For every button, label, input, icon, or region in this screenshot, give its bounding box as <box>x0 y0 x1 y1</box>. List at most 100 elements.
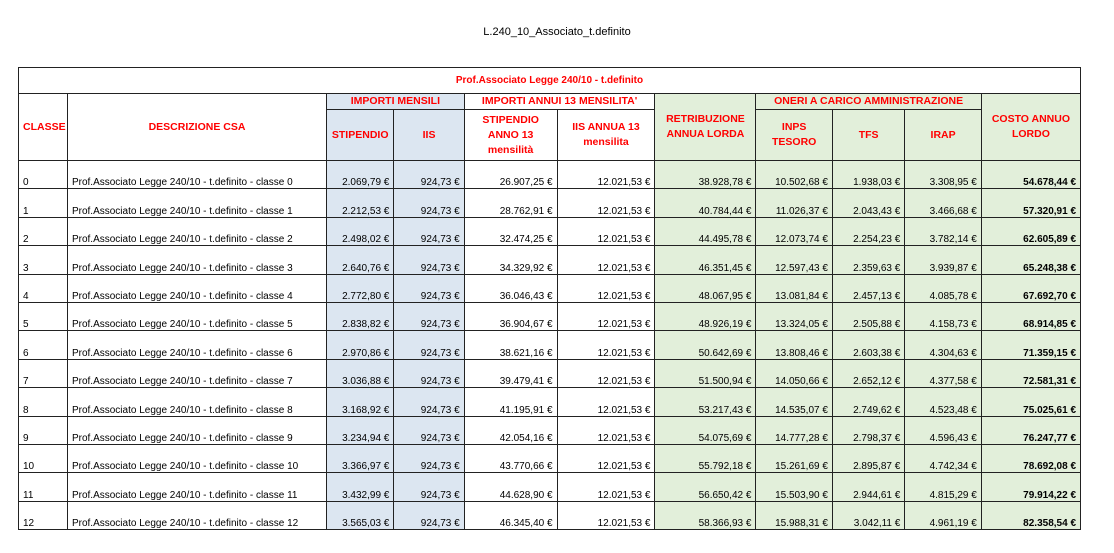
cell-inps: 10.502,68 € <box>755 159 833 190</box>
cell-classe: 12 <box>18 500 68 531</box>
document-title: L.240_10_Associato_t.definito <box>483 26 631 38</box>
cell-iis: 924,73 € <box>393 245 465 275</box>
cell-irap: 4.742,34 € <box>904 443 982 474</box>
cell-irap: 4.961,19 € <box>904 500 982 531</box>
table-row: 0 Prof.Associato Legge 240/10 - t.definit… <box>18 159 1082 190</box>
cell-stipendio-annuo: 38.621,16 € <box>463 330 558 360</box>
header-iis-annua: IIS ANNUA 13 mensilita <box>556 109 656 161</box>
cell-costo: 57.320,91 € <box>980 188 1082 218</box>
cell-iis: 924,73 € <box>393 500 465 531</box>
cell-retribuzione: 51.500,94 € <box>654 358 757 389</box>
cell-retribuzione: 56.650,42 € <box>654 472 757 502</box>
table-row: 1 Prof.Associato Legge 240/10 - t.definit… <box>18 188 1082 218</box>
cell-irap: 4.085,78 € <box>904 273 982 303</box>
cell-irap: 3.782,14 € <box>904 216 982 247</box>
cell-stipendio: 2.212,53 € <box>326 188 395 218</box>
cell-retribuzione: 38.928,78 € <box>654 159 757 190</box>
cell-inps: 14.050,66 € <box>755 358 833 389</box>
cell-descrizione: Prof.Associato Legge 240/10 - t.definito… <box>66 358 328 389</box>
cell-iis: 924,73 € <box>393 216 465 247</box>
header-stipendio-annuo: STIPENDIO ANNO 13 mensilità <box>463 109 558 161</box>
cell-iis: 924,73 € <box>393 301 465 332</box>
cell-stipendio-annuo: 46.345,40 € <box>463 500 558 531</box>
cell-inps: 14.777,28 € <box>755 415 833 445</box>
cell-irap: 3.939,87 € <box>904 245 982 275</box>
cell-stipendio: 3.565,03 € <box>326 500 395 531</box>
cell-costo: 71.359,15 € <box>980 330 1082 360</box>
cell-iis: 924,73 € <box>393 330 465 360</box>
cell-stipendio: 2.772,80 € <box>326 273 395 303</box>
cell-iis-annua: 12.021,53 € <box>556 415 656 445</box>
cell-tfs: 2.895,87 € <box>831 443 906 474</box>
cell-inps: 12.073,74 € <box>755 216 833 247</box>
cell-irap: 4.596,43 € <box>904 415 982 445</box>
cell-stipendio-annuo: 42.054,16 € <box>463 415 558 445</box>
cell-descrizione: Prof.Associato Legge 240/10 - t.definito… <box>66 188 328 218</box>
cell-stipendio: 2.838,82 € <box>326 301 395 332</box>
cell-iis-annua: 12.021,53 € <box>556 159 656 190</box>
cell-stipendio-annuo: 41.195,91 € <box>463 387 558 417</box>
cell-tfs: 3.042,11 € <box>831 500 906 531</box>
cell-tfs: 2.505,88 € <box>831 301 906 332</box>
header-inps: INPS TESORO <box>755 109 833 161</box>
cell-inps: 12.597,43 € <box>755 245 833 275</box>
cell-classe: 11 <box>18 472 68 502</box>
cell-costo: 65.248,38 € <box>980 245 1082 275</box>
cell-costo: 76.247,77 € <box>980 415 1082 445</box>
cell-descrizione: Prof.Associato Legge 240/10 - t.definito… <box>66 216 328 247</box>
cell-irap: 4.377,58 € <box>904 358 982 389</box>
salary-table: Prof.Associato Legge 240/10 - t.definito… <box>18 67 1082 531</box>
header-tfs: TFS <box>831 109 906 161</box>
table-row: 2 Prof.Associato Legge 240/10 - t.definit… <box>18 216 1082 247</box>
cell-irap: 3.466,68 € <box>904 188 982 218</box>
cell-stipendio: 2.970,86 € <box>326 330 395 360</box>
cell-descrizione: Prof.Associato Legge 240/10 - t.definito… <box>66 443 328 474</box>
cell-descrizione: Prof.Associato Legge 240/10 - t.definito… <box>66 159 328 190</box>
cell-costo: 62.605,89 € <box>980 216 1082 247</box>
cell-iis: 924,73 € <box>393 188 465 218</box>
cell-inps: 14.535,07 € <box>755 387 833 417</box>
cell-iis-annua: 12.021,53 € <box>556 273 656 303</box>
cell-inps: 13.808,46 € <box>755 330 833 360</box>
table-row: 7 Prof.Associato Legge 240/10 - t.definit… <box>18 358 1082 389</box>
cell-tfs: 2.043,43 € <box>831 188 906 218</box>
cell-tfs: 2.749,62 € <box>831 387 906 417</box>
cell-tfs: 2.944,61 € <box>831 472 906 502</box>
cell-iis: 924,73 € <box>393 273 465 303</box>
cell-stipendio-annuo: 28.762,91 € <box>463 188 558 218</box>
cell-classe: 5 <box>18 301 68 332</box>
cell-retribuzione: 53.217,43 € <box>654 387 757 417</box>
cell-descrizione: Prof.Associato Legge 240/10 - t.definito… <box>66 387 328 417</box>
header-iis: IIS <box>393 109 465 161</box>
cell-iis: 924,73 € <box>393 159 465 190</box>
cell-stipendio-annuo: 36.904,67 € <box>463 301 558 332</box>
cell-irap: 4.158,73 € <box>904 301 982 332</box>
cell-inps: 13.081,84 € <box>755 273 833 303</box>
cell-classe: 4 <box>18 273 68 303</box>
cell-iis-annua: 12.021,53 € <box>556 443 656 474</box>
header-group-oneri: ONERI A CARICO AMMINISTRAZIONE <box>755 93 982 110</box>
cell-classe: 1 <box>18 188 68 218</box>
cell-iis-annua: 12.021,53 € <box>556 330 656 360</box>
cell-stipendio: 2.640,76 € <box>326 245 395 275</box>
cell-stipendio: 3.036,88 € <box>326 358 395 389</box>
cell-costo: 54.678,44 € <box>980 159 1082 190</box>
cell-tfs: 2.359,63 € <box>831 245 906 275</box>
cell-stipendio: 3.366,97 € <box>326 443 395 474</box>
cell-iis: 924,73 € <box>393 358 465 389</box>
cell-costo: 67.692,70 € <box>980 273 1082 303</box>
cell-classe: 10 <box>18 443 68 474</box>
cell-iis: 924,73 € <box>393 387 465 417</box>
cell-stipendio-annuo: 44.628,90 € <box>463 472 558 502</box>
cell-costo: 78.692,08 € <box>980 443 1082 474</box>
cell-retribuzione: 40.784,44 € <box>654 188 757 218</box>
cell-stipendio-annuo: 34.329,92 € <box>463 245 558 275</box>
cell-stipendio-annuo: 43.770,66 € <box>463 443 558 474</box>
cell-retribuzione: 48.067,95 € <box>654 273 757 303</box>
cell-stipendio-annuo: 32.474,25 € <box>463 216 558 247</box>
cell-retribuzione: 44.495,78 € <box>654 216 757 247</box>
header-group-mensili: IMPORTI MENSILI <box>326 93 465 110</box>
header-descrizione: DESCRIZIONE CSA <box>66 93 328 161</box>
cell-descrizione: Prof.Associato Legge 240/10 - t.definito… <box>66 245 328 275</box>
cell-retribuzione: 46.351,45 € <box>654 245 757 275</box>
